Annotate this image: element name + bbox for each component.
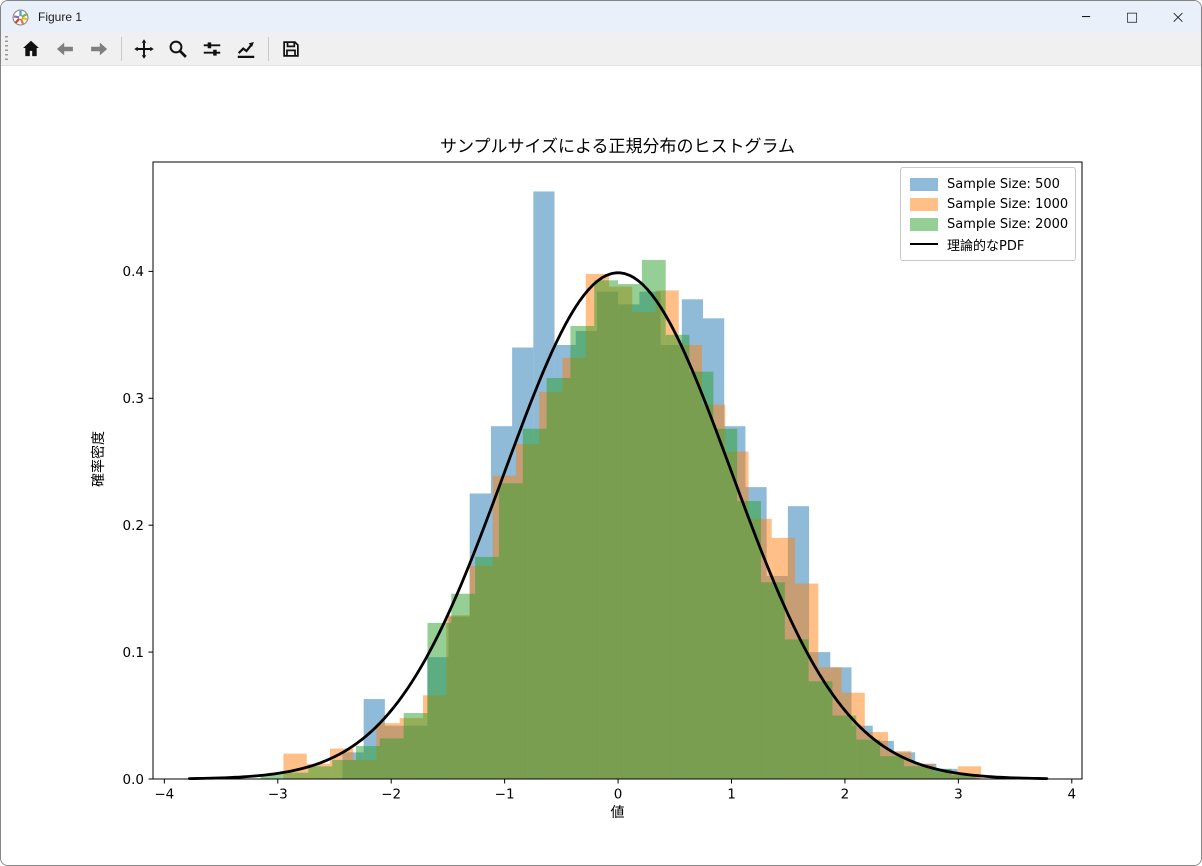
hist-bar-series2 <box>856 739 881 779</box>
minimize-button[interactable]: ─ <box>1063 1 1109 33</box>
legend: Sample Size: 500 Sample Size: 1000 Sampl… <box>900 167 1076 261</box>
configure-subplots-button[interactable] <box>197 35 227 63</box>
x-tick-label: −2 <box>381 787 401 803</box>
hist-bar-series2 <box>594 280 619 779</box>
x-tick-label: −3 <box>268 787 288 803</box>
save-button[interactable] <box>276 35 306 63</box>
hist-bar-series2 <box>522 428 547 779</box>
save-icon <box>283 41 299 57</box>
matplotlib-logo-icon <box>12 8 29 26</box>
hist-bar-series2 <box>379 738 404 779</box>
hist-bar-series2 <box>332 759 357 779</box>
hist-bar-series2 <box>475 556 499 779</box>
hist-bar-series2 <box>737 501 761 779</box>
hist-bar-series2 <box>760 582 785 779</box>
plot-frame <box>152 161 1083 780</box>
legend-swatch-blue <box>910 177 938 191</box>
chart-title: サンプルサイズによる正規分布のヒストグラム <box>440 137 795 157</box>
x-tick-label: 3 <box>954 787 963 803</box>
hist-bar-series2 <box>260 773 285 779</box>
figure-canvas[interactable]: サンプルサイズによる正規分布のヒストグラム −4 −3 −2 −1 0 1 2 3 4 0.0 0.… <box>1 66 1201 865</box>
plot-area: −4 −3 −2 −1 0 1 2 3 4 0.0 0.1 0.2 0.3 0.4 <box>123 161 1083 803</box>
hist-bar-series2 <box>641 259 666 780</box>
toolbar-separator <box>268 37 269 61</box>
zoom-button[interactable] <box>163 35 193 63</box>
toolbar-separator <box>121 37 122 61</box>
x-tick-label: −1 <box>495 787 515 803</box>
legend-item: Sample Size: 2000 <box>910 214 1069 234</box>
y-tick-label: 0.2 <box>123 518 144 534</box>
hist-bar-series2 <box>618 284 642 779</box>
legend-label: Sample Size: 1000 <box>947 196 1069 212</box>
y-tick-label: 0.1 <box>123 645 144 661</box>
hist-bar-series2 <box>284 772 309 779</box>
y-tick-label: 0.4 <box>123 264 144 280</box>
window-controls: ─ □ × <box>1063 1 1201 33</box>
hist-bar-series2 <box>356 746 380 779</box>
maximize-button[interactable]: □ <box>1109 1 1155 33</box>
home-button[interactable] <box>16 35 46 63</box>
toolbar-grip[interactable] <box>5 36 8 62</box>
legend-swatch-green <box>910 217 938 231</box>
matplotlib-toolbar <box>1 33 1201 66</box>
x-tick-label: 4 <box>1067 787 1076 803</box>
window-title: Figure 1 <box>38 10 83 24</box>
hist-bar-series2 <box>689 371 714 779</box>
hist-bar-series2 <box>903 766 928 779</box>
legend-label: Sample Size: 2000 <box>947 216 1069 232</box>
home-icon <box>23 40 39 57</box>
hist-bar-series2 <box>451 593 476 779</box>
hist-bar-series2 <box>927 768 952 779</box>
pan-icon <box>134 39 154 59</box>
hist-bar-series2 <box>498 483 523 779</box>
legend-item: Sample Size: 1000 <box>910 194 1069 214</box>
legend-label: 理論的なPDF <box>947 238 1025 254</box>
hist-bar-series2 <box>570 325 595 779</box>
forward-button[interactable] <box>84 35 114 63</box>
x-tick-label: 1 <box>727 787 736 803</box>
legend-line-black <box>910 242 938 246</box>
pan-button[interactable] <box>129 35 159 63</box>
configure-subplots-icon <box>203 42 221 56</box>
hist-bar-series2 <box>713 428 738 779</box>
legend-item: 理論的なPDF <box>910 234 1066 254</box>
hist-bar-series2 <box>665 334 690 779</box>
legend-swatch-orange <box>910 197 938 211</box>
titlebar[interactable]: Figure 1 ─ □ × <box>1 1 1201 33</box>
back-icon <box>56 42 73 56</box>
hist-bar-series2 <box>403 713 428 779</box>
edit-axes-icon <box>237 42 255 58</box>
hist-bar-series2 <box>880 756 904 779</box>
x-tick-label: 0 <box>614 787 623 803</box>
edit-axes-button[interactable] <box>231 35 261 63</box>
hist-bar-series2 <box>951 775 976 779</box>
y-tick-label: 0.0 <box>123 772 144 788</box>
forward-icon <box>91 42 108 56</box>
x-tick-label: −4 <box>154 787 174 803</box>
hist-bar-series2 <box>808 681 833 779</box>
hist-bar-series2 <box>308 766 333 779</box>
legend-item: Sample Size: 500 <box>910 174 1066 194</box>
y-tick-label: 0.3 <box>123 391 144 407</box>
close-button[interactable]: × <box>1155 1 1201 33</box>
hist-bar-series2 <box>784 639 809 779</box>
x-axis-label: 値 <box>610 805 625 821</box>
hist-bar-series2 <box>546 377 571 779</box>
zoom-icon <box>169 40 187 58</box>
pdf-curve <box>187 271 1049 780</box>
hist-bar-series2 <box>832 715 857 779</box>
x-tick-label: 2 <box>841 787 850 803</box>
hist-bar-series2 <box>427 622 452 779</box>
back-button[interactable] <box>50 35 80 63</box>
legend-label: Sample Size: 500 <box>947 176 1060 192</box>
